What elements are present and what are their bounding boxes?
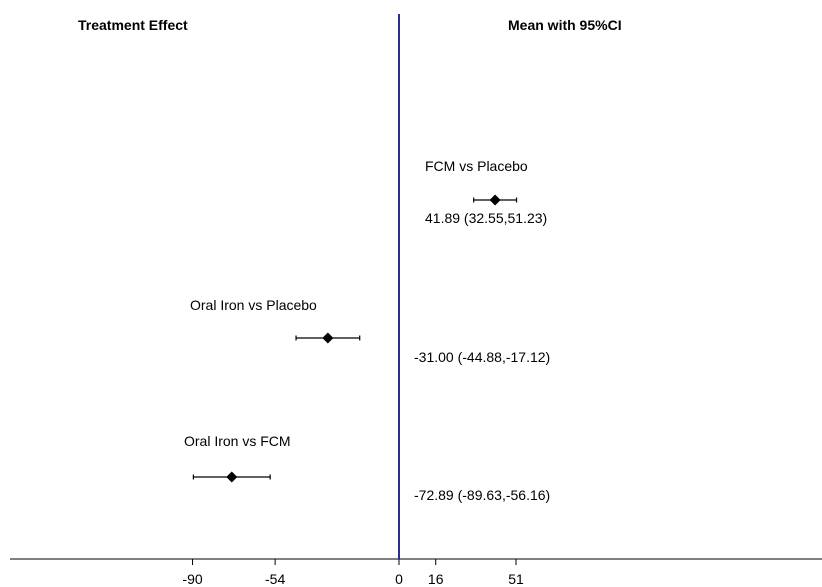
ci-value-label: -31.00 (-44.88,-17.12) (414, 349, 550, 365)
x-tick-label: 0 (395, 571, 403, 587)
ci-value-label: 41.89 (32.55,51.23) (425, 210, 547, 226)
ci-value-label: -72.89 (-89.63,-56.16) (414, 487, 550, 503)
forest-row: Oral Iron vs Placebo -31.00 (-44.88,-17.1… (190, 297, 550, 365)
forest-rows: FCM vs Placebo 41.89 (32.55,51.23) Oral Ir… (184, 158, 550, 503)
treatment-effect-header: Treatment Effect (78, 17, 188, 33)
x-axis-ticks: -90 -54 0 16 51 (182, 559, 524, 587)
forest-row: Oral Iron vs FCM -72.89 (-89.63,-56.16) (184, 433, 550, 503)
x-tick-label: 16 (428, 571, 444, 587)
mean-ci-header: Mean with 95%CI (508, 17, 622, 33)
mean-diamond (489, 194, 501, 206)
comparison-label: Oral Iron vs FCM (184, 433, 291, 449)
mean-diamond (322, 332, 334, 344)
forest-row: FCM vs Placebo 41.89 (32.55,51.23) (425, 158, 547, 226)
x-tick-label: 51 (508, 571, 524, 587)
mean-diamond (226, 471, 238, 483)
comparison-label: FCM vs Placebo (425, 158, 528, 174)
x-tick-label: -54 (265, 571, 285, 587)
comparison-label: Oral Iron vs Placebo (190, 297, 317, 313)
x-tick-label: -90 (182, 571, 202, 587)
